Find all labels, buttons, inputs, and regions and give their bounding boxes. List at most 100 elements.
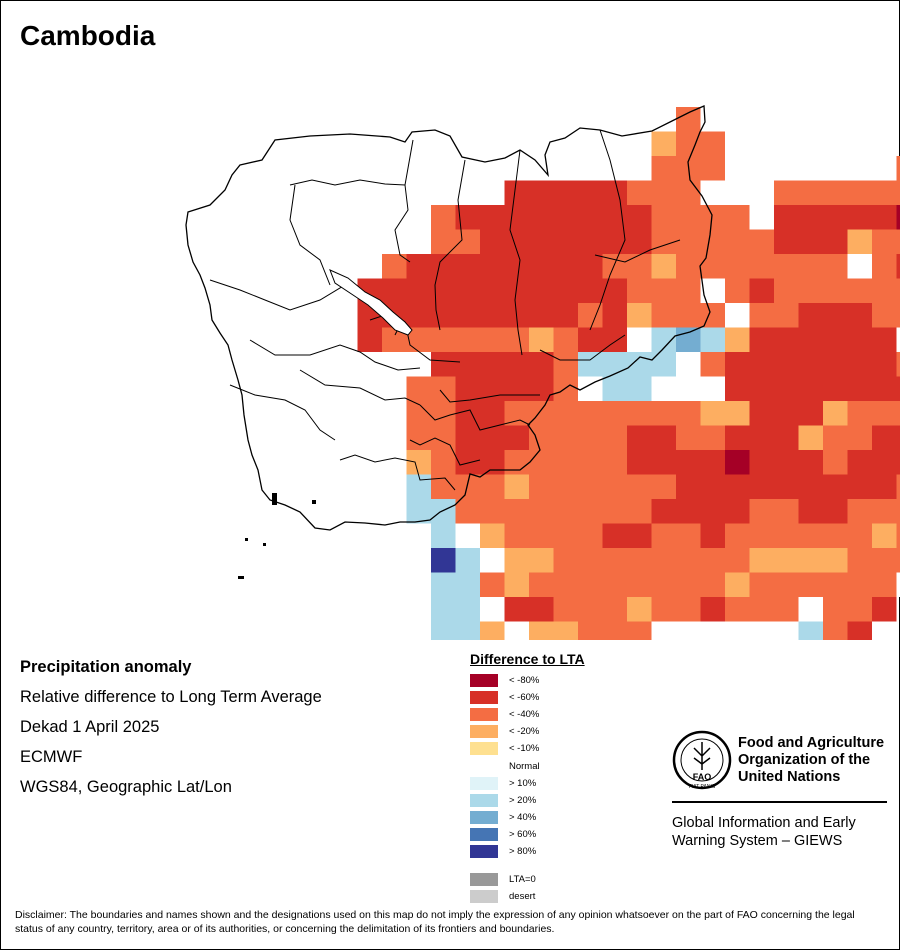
grid-cell bbox=[847, 425, 872, 450]
legend-label: > 20% bbox=[509, 794, 537, 806]
grid-cell bbox=[504, 499, 529, 524]
grid-cell bbox=[774, 352, 799, 377]
grid-cell bbox=[700, 352, 725, 377]
grid-cell bbox=[823, 180, 848, 205]
grid-cell bbox=[455, 548, 480, 573]
grid-cell bbox=[578, 229, 603, 254]
legend-item: Normal bbox=[470, 759, 540, 773]
grid-cell bbox=[651, 572, 676, 597]
system-name: Global Information and Early Warning Sys… bbox=[672, 814, 856, 850]
map-info: Precipitation anomaly Relative differenc… bbox=[20, 655, 322, 805]
grid-cell bbox=[627, 474, 652, 499]
grid-cell bbox=[847, 450, 872, 475]
grid-cell bbox=[480, 205, 505, 230]
grid-cell bbox=[578, 450, 603, 475]
anomaly-grid bbox=[357, 107, 900, 640]
legend-item: desert bbox=[470, 889, 535, 903]
org-line-2: Organization of the bbox=[738, 752, 871, 768]
grid-cell bbox=[651, 376, 676, 401]
grid-cell bbox=[504, 205, 529, 230]
grid-cell bbox=[553, 597, 578, 622]
grid-cell bbox=[455, 278, 480, 303]
legend-item: > 20% bbox=[470, 793, 536, 807]
grid-cell bbox=[455, 572, 480, 597]
grid-cell bbox=[774, 303, 799, 328]
grid-cell bbox=[896, 499, 900, 524]
grid-cell bbox=[504, 254, 529, 279]
grid-cell bbox=[553, 474, 578, 499]
grid-cell bbox=[774, 254, 799, 279]
grid-cell bbox=[480, 278, 505, 303]
grid-cell bbox=[798, 572, 823, 597]
grid-cell bbox=[774, 621, 799, 640]
grid-cell bbox=[455, 254, 480, 279]
grid-cell bbox=[431, 572, 456, 597]
legend-item: LTA=0 bbox=[470, 872, 536, 886]
grid-cell bbox=[553, 229, 578, 254]
grid-cell bbox=[651, 425, 676, 450]
grid-cell bbox=[627, 450, 652, 475]
grid-cell bbox=[455, 229, 480, 254]
grid-cell bbox=[480, 327, 505, 352]
grid-cell bbox=[504, 376, 529, 401]
grid-cell bbox=[847, 401, 872, 426]
grid-cell bbox=[553, 205, 578, 230]
info-projection: WGS84, Geographic Lat/Lon bbox=[20, 778, 232, 796]
grid-cell bbox=[529, 548, 554, 573]
legend-swatch bbox=[470, 872, 498, 886]
grid-cell bbox=[725, 572, 750, 597]
grid-cell bbox=[529, 205, 554, 230]
grid-cell bbox=[725, 621, 750, 640]
grid-cell bbox=[602, 229, 627, 254]
grid-cell bbox=[504, 327, 529, 352]
grid-cell bbox=[823, 254, 848, 279]
grid-cell bbox=[725, 303, 750, 328]
grid-cell bbox=[798, 327, 823, 352]
grid-cell bbox=[455, 425, 480, 450]
grid-cell bbox=[578, 303, 603, 328]
grid-cell bbox=[431, 376, 456, 401]
grid-cell bbox=[578, 499, 603, 524]
grid-cell bbox=[676, 327, 701, 352]
grid-cell bbox=[749, 621, 774, 640]
legend-swatch bbox=[470, 844, 498, 858]
grid-cell bbox=[774, 474, 799, 499]
grid-cell bbox=[651, 156, 676, 181]
grid-cell bbox=[896, 303, 900, 328]
grid-cell bbox=[798, 621, 823, 640]
grid-cell bbox=[627, 327, 652, 352]
grid-cell bbox=[504, 572, 529, 597]
grid-cell bbox=[651, 597, 676, 622]
legend-label: < -20% bbox=[509, 725, 540, 737]
legend-label: > 60% bbox=[509, 828, 537, 840]
grid-cell bbox=[627, 401, 652, 426]
grid-cell bbox=[529, 352, 554, 377]
grid-cell bbox=[431, 499, 456, 524]
grid-cell bbox=[676, 131, 701, 156]
grid-cell bbox=[700, 278, 725, 303]
grid-cell bbox=[676, 621, 701, 640]
grid-cell bbox=[798, 180, 823, 205]
grid-cell bbox=[529, 597, 554, 622]
anomaly-map bbox=[185, 105, 900, 640]
info-period: Dekad 1 April 2025 bbox=[20, 718, 160, 736]
grid-cell bbox=[578, 352, 603, 377]
grid-cell bbox=[480, 597, 505, 622]
grid-cell bbox=[455, 327, 480, 352]
grid-cell bbox=[627, 180, 652, 205]
legend-label: > 40% bbox=[509, 811, 537, 823]
grid-cell bbox=[529, 572, 554, 597]
grid-cell bbox=[529, 254, 554, 279]
system-line-2: Warning System – GIEWS bbox=[672, 833, 843, 849]
grid-cell bbox=[725, 401, 750, 426]
grid-cell bbox=[406, 376, 431, 401]
legend-label: < -10% bbox=[509, 742, 540, 754]
grid-cell bbox=[823, 327, 848, 352]
grid-cell bbox=[504, 597, 529, 622]
grid-cell bbox=[798, 303, 823, 328]
grid-cell bbox=[627, 278, 652, 303]
grid-cell bbox=[480, 376, 505, 401]
grid-cell bbox=[823, 499, 848, 524]
info-source: ECMWF bbox=[20, 748, 83, 766]
grid-cell bbox=[651, 621, 676, 640]
